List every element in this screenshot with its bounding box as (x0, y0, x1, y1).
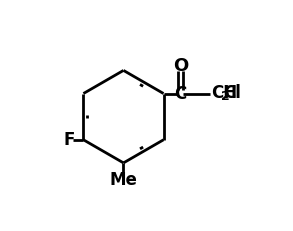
Text: F: F (64, 131, 75, 149)
Text: O: O (173, 57, 188, 75)
Text: Cl: Cl (223, 84, 241, 102)
Text: C: C (174, 85, 187, 103)
Text: CH: CH (211, 84, 237, 102)
Text: 2: 2 (221, 90, 230, 103)
Text: Me: Me (110, 171, 137, 189)
